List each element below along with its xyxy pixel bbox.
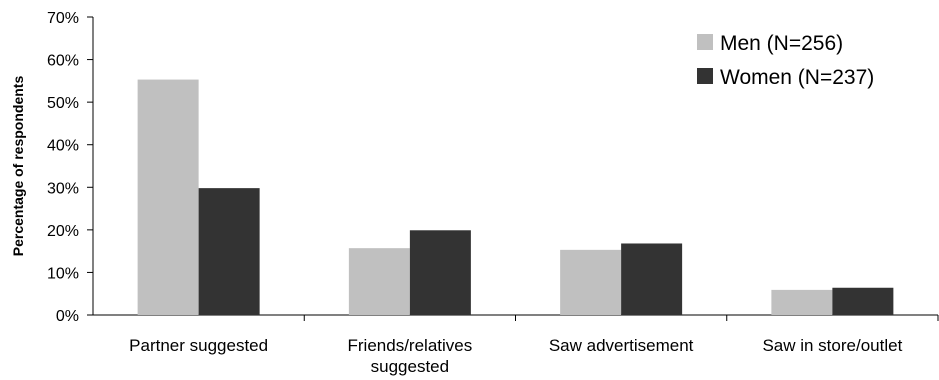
bar-women bbox=[832, 287, 894, 315]
y-axis-title: Percentage of respondents bbox=[10, 76, 26, 257]
y-axis-ticks: 0% 10% 20% 30% 40% 50% 60% 70% bbox=[47, 10, 93, 325]
y-tick-label: 50% bbox=[47, 95, 79, 112]
y-tick-label: 20% bbox=[47, 223, 79, 240]
bar-men bbox=[771, 289, 833, 315]
y-tick-label: 30% bbox=[47, 180, 79, 197]
bar-women bbox=[621, 243, 683, 315]
legend: Men (N=256) Women (N=237) bbox=[697, 32, 874, 89]
x-category-label: Saw advertisement bbox=[549, 336, 694, 355]
bars bbox=[137, 79, 894, 315]
bar-men bbox=[348, 248, 410, 315]
x-category-label: Saw in store/outlet bbox=[762, 336, 902, 355]
y-tick-label: 40% bbox=[47, 138, 79, 155]
y-tick-label: 10% bbox=[47, 265, 79, 282]
x-axis-labels: Partner suggested Friends/relatives sugges… bbox=[129, 336, 902, 376]
legend-swatch bbox=[697, 34, 713, 50]
legend-label: Women (N=237) bbox=[720, 66, 874, 89]
y-tick-label: 0% bbox=[56, 308, 79, 325]
y-tick-label: 70% bbox=[47, 10, 79, 27]
legend-swatch bbox=[697, 68, 713, 84]
legend-label: Men (N=256) bbox=[720, 32, 843, 55]
bar-men bbox=[560, 249, 622, 315]
x-category-label: Friends/relatives suggested bbox=[348, 336, 473, 376]
x-category-label: Partner suggested bbox=[129, 336, 268, 355]
y-tick-label: 60% bbox=[47, 53, 79, 70]
bar-women bbox=[409, 230, 471, 315]
bar-men bbox=[137, 79, 199, 315]
bar-women bbox=[198, 188, 260, 315]
